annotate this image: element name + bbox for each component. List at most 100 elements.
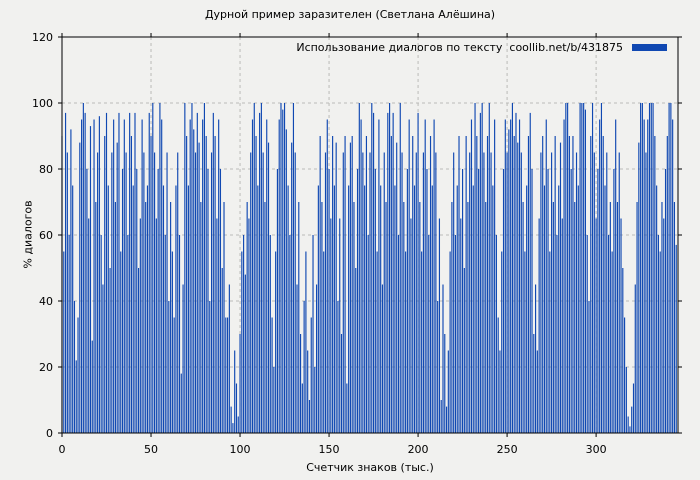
data-bar	[312, 235, 314, 433]
data-bar	[339, 218, 341, 433]
data-bar	[565, 103, 567, 433]
data-bar	[570, 169, 572, 433]
data-bar	[273, 367, 275, 433]
data-bar	[63, 251, 65, 433]
data-bar	[330, 218, 332, 433]
data-bar	[438, 218, 441, 433]
legend: Использование диалогов по тексту coollib…	[296, 41, 667, 54]
x-tick-label: 0	[58, 443, 66, 456]
data-bar	[187, 185, 189, 433]
data-bar	[205, 136, 207, 433]
data-bar	[524, 251, 526, 433]
data-bar	[120, 251, 122, 433]
data-bar	[239, 334, 241, 433]
data-bar	[246, 202, 248, 433]
data-bar	[223, 202, 225, 433]
data-bar	[262, 152, 264, 433]
data-bar	[287, 185, 289, 433]
data-bar	[235, 383, 238, 433]
data-bar	[214, 136, 216, 433]
data-bar	[317, 185, 319, 433]
data-bar	[447, 350, 449, 433]
data-bar	[232, 423, 234, 433]
data-bar	[428, 235, 430, 433]
data-bar	[508, 129, 510, 433]
data-bar	[661, 202, 663, 433]
data-bar	[84, 112, 86, 434]
data-bar	[599, 119, 601, 433]
data-bar	[543, 185, 546, 433]
data-bar	[632, 383, 635, 433]
data-bar	[451, 202, 453, 433]
data-bar	[130, 136, 133, 433]
data-bar	[162, 185, 165, 433]
data-bar	[463, 268, 465, 433]
y-tick-label: 80	[39, 162, 53, 176]
data-bar	[574, 202, 576, 433]
data-bar	[595, 218, 597, 433]
y-tick-label: 0	[46, 426, 53, 440]
data-bar	[602, 136, 604, 433]
data-bar	[72, 185, 74, 433]
data-bar	[257, 185, 259, 433]
data-bar	[305, 251, 307, 433]
data-bar	[526, 185, 528, 433]
data-bar	[219, 169, 222, 433]
data-bar	[234, 350, 236, 433]
data-bar	[266, 119, 268, 433]
data-bar	[440, 400, 442, 433]
y-tick-label: 100	[32, 96, 53, 110]
data-bar	[561, 218, 563, 433]
data-bar	[173, 317, 175, 433]
data-bar	[360, 119, 362, 433]
data-bar	[216, 218, 218, 433]
data-bar	[486, 136, 489, 433]
data-bar	[513, 136, 515, 433]
data-bar	[479, 112, 481, 434]
data-bar	[296, 284, 298, 433]
data-bar	[186, 136, 188, 433]
data-bar	[650, 103, 652, 433]
data-bar	[604, 185, 606, 433]
data-bar	[260, 103, 262, 433]
data-bar	[668, 103, 670, 433]
data-bar	[280, 103, 282, 433]
data-bar	[278, 119, 280, 433]
data-bar	[583, 103, 585, 433]
data-bar	[627, 416, 629, 433]
data-bar	[567, 103, 569, 433]
data-bar	[289, 235, 291, 433]
data-bar	[355, 268, 357, 433]
data-bar	[227, 317, 229, 433]
data-bar	[303, 301, 305, 433]
data-bar	[401, 152, 403, 433]
data-bar	[228, 284, 230, 433]
data-bar	[81, 119, 83, 433]
data-bar	[478, 169, 480, 433]
data-bar	[191, 103, 193, 433]
data-bar	[485, 202, 487, 433]
data-bar	[545, 119, 547, 433]
data-bar	[102, 284, 104, 433]
data-bar	[364, 185, 366, 433]
data-bar	[399, 103, 401, 433]
data-bar	[299, 334, 302, 433]
data-bar	[253, 103, 255, 433]
data-bar	[107, 185, 109, 433]
data-bar	[250, 152, 252, 433]
data-bar	[143, 152, 145, 433]
data-bar	[417, 112, 419, 434]
data-bar	[636, 202, 638, 433]
data-bar	[225, 317, 227, 433]
data-bar	[609, 202, 611, 433]
data-bar	[86, 169, 88, 433]
data-bar	[118, 112, 120, 434]
data-bar	[535, 284, 537, 433]
data-bar	[207, 169, 209, 433]
data-bar	[209, 301, 211, 433]
data-bar	[527, 136, 530, 433]
data-bar	[362, 152, 364, 433]
data-bar	[264, 202, 266, 433]
data-bar	[506, 152, 508, 433]
